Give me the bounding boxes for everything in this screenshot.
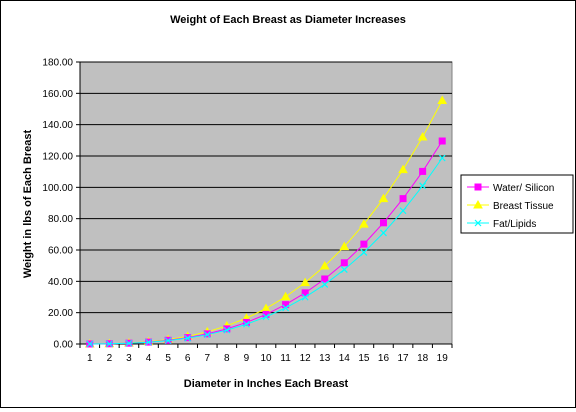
data-point [301,293,309,301]
x-tick-label: 19 [437,353,449,364]
x-tick-label: 18 [417,353,429,364]
grid-lines [80,61,452,314]
x-tick-label: 8 [224,353,230,364]
data-point [419,182,427,190]
data-point [105,340,113,348]
data-point [301,289,309,297]
data-point [300,277,311,287]
legend: Water/ Silicon Breast Tissue Fat/Lipids [460,174,574,234]
data-point [399,207,407,215]
data-point [321,275,329,283]
legend-marker [474,183,482,191]
data-point [321,280,329,288]
data-point [360,249,368,256]
y-tick-label: 140.00 [42,120,73,131]
legend-label: Fat/Lipids [493,219,536,230]
legend-marker [473,199,483,209]
data-point [359,219,369,228]
data-point [280,291,291,301]
data-point [398,164,408,174]
x-tick-label: 10 [260,353,272,364]
x-tick-label: 13 [319,353,331,364]
data-point [242,320,250,328]
x-tick-label: 12 [300,353,312,364]
data-point [419,167,427,175]
data-point [282,304,290,312]
data-point [262,313,270,321]
x-tick-labels: 1 2 3 4 5 6 7 8 9 10 11 12 13 14 15 16 17 18 19 [87,353,448,364]
data-point [125,339,133,347]
x-tick-label: 14 [339,353,351,364]
y-tick-label: 160.00 [42,89,73,100]
legend-label: Water/ Silicon [493,183,554,194]
x-tick-label: 1 [87,353,93,364]
x-tick-label: 7 [204,353,210,364]
data-point [164,337,172,345]
y-tick-label: 60.00 [48,246,73,257]
data-point [184,334,192,342]
x-tick-label: 5 [165,353,171,364]
y-tick-label: 0.00 [54,340,74,351]
data-point [340,259,348,267]
legend-marker [474,219,482,227]
data-point [86,340,94,348]
series-2 [86,154,446,348]
data-point [340,266,348,274]
x-tick-label: 11 [280,353,291,364]
data-point [438,137,446,145]
data-point [223,326,231,334]
x-tick-label: 15 [358,353,370,364]
y-tick-label: 80.00 [48,214,73,225]
data-point [438,154,446,162]
legend-label: Breast Tissue [493,201,554,212]
series-layer [84,95,448,348]
y-tick-label: 40.00 [48,277,73,288]
data-point [379,219,387,227]
x-tick-label: 3 [126,353,132,364]
data-point [145,338,152,346]
data-point [380,229,387,237]
x-tick-label: 17 [397,353,409,364]
x-tick-label: 9 [244,353,250,364]
data-point [417,131,428,141]
y-tick-label: 20.00 [48,308,73,319]
y-tick-label: 100.00 [42,183,73,194]
chart-title: Weight of Each Breast as Diameter Increa… [170,14,406,26]
x-tick-label: 16 [378,353,390,364]
data-point [399,195,407,203]
data-point [437,95,448,104]
data-point [242,318,250,326]
data-point [319,260,330,270]
axes [76,61,453,348]
data-point [378,193,389,203]
x-tick-label: 6 [185,353,191,364]
plot-area [79,61,453,345]
x-tick-label: 2 [107,353,113,364]
y-tick-label: 180.00 [42,58,73,69]
y-tick-label: 120.00 [42,152,73,163]
x-axis-label: Diameter in Inches Each Breast [184,378,349,390]
data-point [203,331,211,339]
x-tick-label: 4 [146,353,152,364]
data-point [360,240,368,248]
y-tick-labels: 0.00 20.00 40.00 60.00 80.00 100.00 120.00 140.… [42,58,73,351]
data-point [339,241,350,251]
y-axis-label: Weight in lbs of Each Breast [22,130,34,279]
